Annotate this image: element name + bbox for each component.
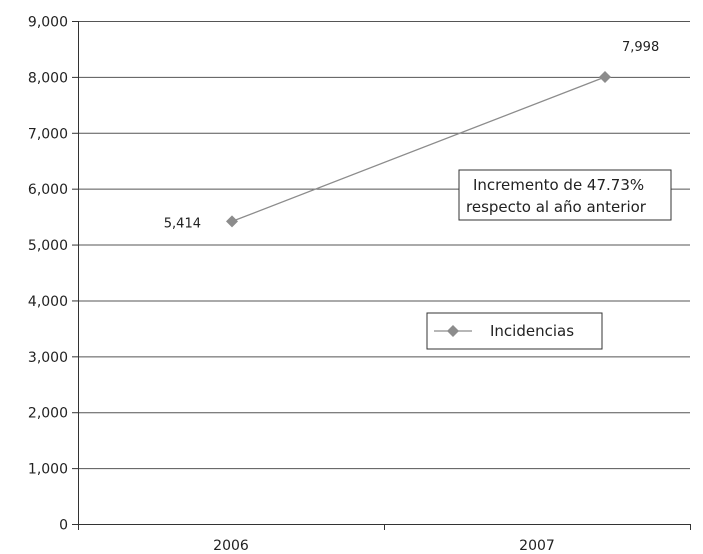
- y-tick-label-5: 5,000: [28, 238, 68, 254]
- series-line-incidencias: [231, 76, 606, 223]
- x-tick-label-2006: 2006: [213, 538, 249, 554]
- annotation-line-2: respecto al año anterior: [466, 198, 647, 216]
- legend: Incidencias: [426, 312, 603, 350]
- data-label-2007: 7,998: [622, 40, 659, 55]
- annotation-line-1: Incremento de 47.73%: [473, 176, 644, 194]
- data-label-2006: 5,414: [164, 216, 201, 231]
- axes: [78, 21, 690, 525]
- x-axis-ticks: 2006 2007: [78, 524, 691, 554]
- y-axis-ticks: 0 1,000 2,000 3,000 4,000 5,000 6,000 7,000 8,00…: [28, 15, 78, 534]
- y-tick-label-3: 3,000: [28, 350, 68, 366]
- data-point-2007: [599, 71, 611, 84]
- annotation-frame: [458, 169, 672, 221]
- gridlines: [78, 21, 690, 470]
- data-labels: 5,414 7,998: [164, 40, 659, 231]
- legend-label: Incidencias: [490, 322, 574, 340]
- y-tick-label-1: 1,000: [28, 462, 68, 478]
- y-tick-label-7: 7,000: [28, 126, 68, 142]
- y-tick-label-6: 6,000: [28, 182, 68, 198]
- y-tick-label-9: 9,000: [28, 15, 68, 31]
- series-incidencias: [226, 71, 611, 228]
- data-point-2006: [226, 215, 238, 228]
- y-tick-label-4: 4,000: [28, 294, 68, 310]
- annotation-box: Incremento de 47.73% respecto al año ant…: [458, 169, 672, 221]
- x-tick-label-2007: 2007: [519, 538, 555, 554]
- y-tick-label-2: 2,000: [28, 406, 68, 422]
- legend-diamond-marker: [447, 325, 459, 337]
- y-tick-label-8: 8,000: [28, 70, 68, 86]
- y-tick-label-0: 0: [59, 518, 68, 534]
